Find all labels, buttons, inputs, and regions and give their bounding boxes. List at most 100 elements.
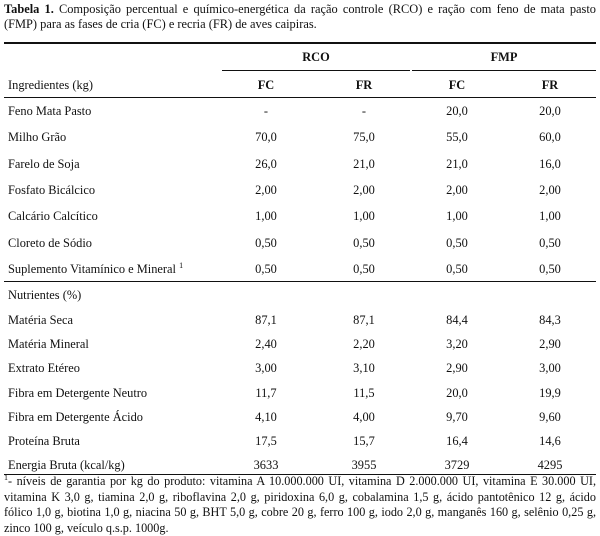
row-label-text: Matéria Mineral — [8, 337, 89, 352]
col-header-fmp-fc: FC — [448, 78, 466, 92]
cell-rco-fr: 11,5 — [353, 385, 375, 400]
cell-rco-fc: 3,00 — [255, 361, 277, 376]
cell-fmp-fc: 55,0 — [446, 130, 468, 145]
footnote-text: - níveis de garantia por kg do produto: … — [4, 474, 596, 535]
cell-rco-fr: 2,00 — [353, 182, 375, 197]
row-label-text: Fosfato Bicálcico — [8, 182, 96, 197]
top-rule — [4, 42, 596, 44]
cell-rco-fc: 17,5 — [255, 434, 277, 448]
caption-text: Composição percentual e químico-energéti… — [4, 2, 596, 31]
row-label-text: Cloreto de Sódio — [8, 235, 92, 250]
cell-fmp-fc: 3,20 — [446, 337, 468, 352]
cell-fmp-fr: 3,00 — [539, 361, 561, 376]
row-label-text: Energia Bruta (kcal/kg) — [8, 458, 125, 473]
cell-rco-fr: - — [361, 104, 367, 118]
cell-rco-fc: 0,50 — [255, 261, 277, 276]
cell-rco-fr: 3,10 — [353, 361, 375, 376]
row-label: Feno Mata Pasto — [8, 104, 91, 118]
cell-fmp-fc: 9,70 — [446, 409, 468, 424]
row-label: Matéria Seca — [8, 313, 73, 327]
row-label: Fibra em Detergente Ácido — [8, 410, 143, 424]
nutrients-header: Nutrientes (%) — [8, 288, 82, 302]
section-rule — [4, 281, 596, 282]
cell-fmp-fc: 3729 — [444, 458, 470, 473]
cell-fmp-fc: 84,4 — [446, 313, 468, 327]
cell-rco-fc: 1,00 — [255, 209, 277, 224]
group-header-rco: RCO — [302, 50, 330, 64]
row-label: Matéria Mineral — [8, 337, 89, 351]
cell-rco-fc: 4,10 — [255, 409, 277, 424]
row-label: Fibra em Detergente Neutro — [8, 386, 147, 400]
cell-rco-fr: 1,00 — [353, 209, 375, 224]
cell-fmp-fc: 16,4 — [446, 434, 468, 448]
ingredients-header: Ingredientes (kg) — [8, 78, 93, 92]
cell-fmp-fr: 2,00 — [539, 182, 561, 197]
cell-fmp-fr: 16,0 — [539, 156, 561, 171]
cell-rco-fc: 70,0 — [255, 130, 277, 145]
cell-fmp-fc: 2,00 — [446, 182, 468, 197]
cell-fmp-fr: 14,6 — [539, 434, 561, 448]
cell-rco-fc: 26,0 — [255, 156, 277, 171]
bottom-rule — [4, 474, 596, 475]
row-label-text: Suplemento Vitamínico e Mineral — [8, 261, 176, 276]
cell-fmp-fc: 1,00 — [446, 209, 468, 224]
cell-rco-fc: 11,7 — [255, 385, 277, 400]
cell-fmp-fr: 4295 — [537, 458, 563, 473]
cell-fmp-fc: 0,50 — [446, 235, 468, 250]
group-rule-fmp — [412, 70, 596, 71]
group-rule-rco — [222, 70, 410, 71]
cell-fmp-fc: 20,0 — [446, 385, 468, 400]
footnote-mark: 1 — [4, 472, 8, 482]
cell-fmp-fr: 0,50 — [539, 261, 561, 276]
row-label: Calcário Calcítico — [8, 209, 98, 223]
cell-fmp-fc: 20,0 — [446, 104, 468, 118]
cell-rco-fr: 87,1 — [353, 313, 375, 327]
cell-rco-fr: 2,20 — [353, 337, 375, 352]
group-header-fmp: FMP — [490, 50, 518, 64]
header-rule — [4, 97, 596, 98]
row-label: Suplemento Vitamínico e Mineral 1 — [8, 260, 184, 276]
cell-rco-fr: 3955 — [351, 458, 377, 473]
cell-fmp-fc: 2,90 — [446, 361, 468, 376]
row-label-text: Proteína Bruta — [8, 434, 80, 448]
row-label: Proteína Bruta — [8, 434, 80, 448]
footnote-ref: 1 — [179, 260, 184, 270]
row-label-text: Fibra em Detergente Ácido — [8, 409, 143, 424]
cell-rco-fc: 87,1 — [255, 313, 277, 327]
cell-fmp-fr: 0,50 — [539, 235, 561, 250]
footnote: 1- níveis de garantia por kg do produto:… — [4, 472, 596, 536]
row-label-text: Extrato Etéreo — [8, 361, 80, 376]
row-label: Farelo de Soja — [8, 157, 80, 171]
cell-rco-fc: 3633 — [253, 458, 279, 473]
cell-rco-fc: - — [263, 104, 269, 118]
row-label-text: Milho Grão — [8, 130, 67, 145]
cell-rco-fr: 0,50 — [353, 261, 375, 276]
cell-fmp-fr: 84,3 — [539, 313, 561, 327]
row-label: Fosfato Bicálcico — [8, 183, 95, 197]
cell-rco-fc: 2,40 — [255, 337, 277, 352]
row-label-text: Calcário Calcítico — [8, 209, 98, 224]
cell-fmp-fc: 0,50 — [446, 261, 468, 276]
row-label-text: Feno Mata Pasto — [8, 104, 92, 118]
col-header-rco-fr: FR — [355, 78, 373, 92]
row-label: Cloreto de Sódio — [8, 236, 92, 250]
col-header-fmp-fr: FR — [541, 78, 559, 92]
cell-rco-fc: 0,50 — [255, 235, 277, 250]
caption-label: Tabela 1. — [4, 2, 54, 16]
col-header-rco-fc: FC — [257, 78, 275, 92]
row-label: Extrato Etéreo — [8, 361, 80, 375]
cell-rco-fr: 4,00 — [353, 409, 375, 424]
cell-fmp-fr: 9,60 — [539, 409, 561, 424]
row-label-text: Farelo de Soja — [8, 156, 80, 171]
cell-fmp-fr: 60,0 — [539, 130, 561, 145]
cell-rco-fr: 21,0 — [353, 156, 375, 171]
table-caption: Tabela 1. Composição percentual e químic… — [4, 2, 596, 32]
cell-rco-fr: 0,50 — [353, 235, 375, 250]
cell-rco-fc: 2,00 — [255, 182, 277, 197]
row-label-text: Matéria Seca — [8, 313, 74, 327]
cell-fmp-fr: 1,00 — [539, 209, 561, 224]
row-label: Energia Bruta (kcal/kg) — [8, 458, 125, 472]
cell-fmp-fr: 20,0 — [539, 104, 561, 118]
cell-fmp-fr: 19,9 — [539, 385, 561, 400]
